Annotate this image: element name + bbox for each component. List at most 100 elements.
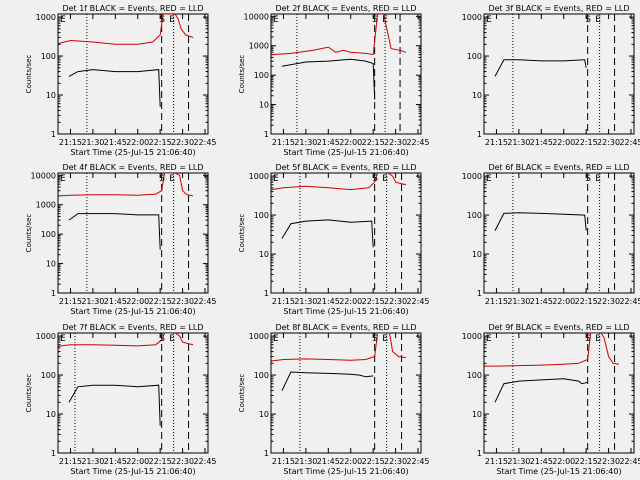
panel-5: 1 10 100 1000 21:15 21:30 21:45 22:00 22:15 22:30… [238,163,430,316]
plot-frame [270,172,422,294]
x-tick-label: 21:15 [485,297,508,306]
y-tick-label: 1000 [36,13,56,22]
x-tick-label: 21:30 [507,457,530,466]
x-tick-label: 22:15 [149,138,172,147]
start-marker-e: E [273,334,279,344]
x-tick-label: 22:45 [619,297,640,306]
lld-series [484,333,620,367]
x-tick-label: 22:00 [126,297,149,306]
start-marker-e: E [273,15,279,25]
start-marker-e: E [486,174,492,184]
x-tick-label: 22:15 [362,457,385,466]
y-axis-label: Counts/sec [25,374,33,413]
start-marker-e: E [273,174,279,184]
x-tick-label: 22:30 [597,138,620,147]
events-series [68,213,161,250]
y-tick-label: 10 [46,410,56,419]
y-tick-label: 1 [51,449,56,458]
x-tick-label: 22:15 [149,457,172,466]
x-tick-label: 22:15 [149,297,172,306]
y-tick-label: 100 [254,371,269,380]
y-tick-label: 10 [46,260,56,269]
x-tick-label: 21:30 [294,457,317,466]
x-tick-label: 21:45 [530,138,553,147]
x-tick-label: 22:30 [597,297,620,306]
y-tick-label: 100 [254,71,269,80]
panel-7: 1 10 100 1000 21:15 21:30 21:45 22:00 22:15 22:30… [25,323,217,476]
x-tick-label: 22:45 [406,138,429,147]
lld-series [271,173,407,191]
y-tick-label: 10 [259,101,269,110]
x-tick-label: 22:45 [406,457,429,466]
y-axis-label: Counts/sec [238,374,246,413]
segment-marker-s: S [159,15,165,25]
x-axis-label: Start Time (25-Jul-15 21:06:40) [283,307,408,316]
x-tick-label: 22:30 [597,457,620,466]
x-tick-label: 22:00 [126,138,149,147]
x-tick-label: 22:45 [619,457,640,466]
segment-marker-e: E [595,334,601,344]
y-axis-label: Counts/sec [25,55,33,94]
x-tick-label: 21:15 [272,457,295,466]
panel-title: Det 4f BLACK = Events, RED = LLD [62,163,203,172]
events-series [281,371,374,391]
y-tick-label: 100 [467,52,482,61]
y-tick-label: 1000 [36,201,56,210]
x-axis-label: Start Time (25-Jul-15 21:06:40) [496,467,621,476]
y-tick-label: 1000 [249,42,269,51]
x-tick-label: 22:15 [575,297,598,306]
y-tick-label: 1 [264,130,269,139]
events-series [281,219,374,248]
segment-marker-s: S [372,174,378,184]
x-tick-label: 22:45 [193,297,216,306]
segment-marker-e: E [595,174,601,184]
x-tick-label: 21:15 [59,457,82,466]
segment-marker-e: E [169,334,175,344]
x-tick-label: 21:15 [59,138,82,147]
panel-4: 1 10 100 1000 10000 21:15 21:30 21:45 22:00 22:15… [25,163,217,316]
y-tick-label: 100 [41,371,56,380]
x-tick-label: 22:00 [552,297,575,306]
lld-series [271,333,407,362]
plot-frame [57,332,209,454]
segment-marker-e: E [382,174,388,184]
y-tick-label: 100 [41,230,56,239]
segment-marker-s: S [372,334,378,344]
y-tick-label: 10 [472,250,482,259]
x-tick-label: 22:30 [171,297,194,306]
x-tick-label: 21:30 [294,138,317,147]
x-axis-label: Start Time (25-Jul-15 21:06:40) [283,148,408,157]
x-axis-label: Start Time (25-Jul-15 21:06:40) [70,307,195,316]
events-series [494,378,588,403]
x-axis-label: Start Time (25-Jul-15 21:06:40) [283,467,408,476]
x-tick-label: 21:30 [507,297,530,306]
x-tick-label: 21:45 [530,457,553,466]
panel-1: 1 10 100 1000 21:15 21:30 21:45 22:00 22:15 22:30… [25,4,217,157]
segment-marker-e: E [169,15,175,25]
x-tick-label: 21:45 [317,138,340,147]
x-tick-label: 22:00 [339,138,362,147]
x-tick-label: 21:30 [294,297,317,306]
events-series [494,59,587,77]
y-tick-label: 100 [41,52,56,61]
events-series [68,69,161,107]
x-tick-label: 22:00 [339,297,362,306]
y-tick-label: 10 [472,410,482,419]
segment-marker-e: E [382,334,388,344]
y-tick-label: 10000 [31,171,56,180]
y-tick-label: 1 [477,289,482,298]
panel-title: Det 9f BLACK = Events, RED = LLD [488,323,629,332]
x-tick-label: 21:15 [272,138,295,147]
y-tick-label: 10 [259,250,269,259]
segment-marker-e: E [595,15,601,25]
x-tick-label: 22:30 [171,457,194,466]
y-tick-label: 1000 [462,332,482,341]
y-tick-label: 1 [51,289,56,298]
y-tick-label: 1 [264,289,269,298]
start-marker-e: E [60,174,66,184]
x-tick-label: 22:30 [384,457,407,466]
lld-series [58,14,194,45]
x-tick-label: 22:45 [619,138,640,147]
segment-marker-s: S [585,15,591,25]
x-tick-label: 22:15 [575,457,598,466]
